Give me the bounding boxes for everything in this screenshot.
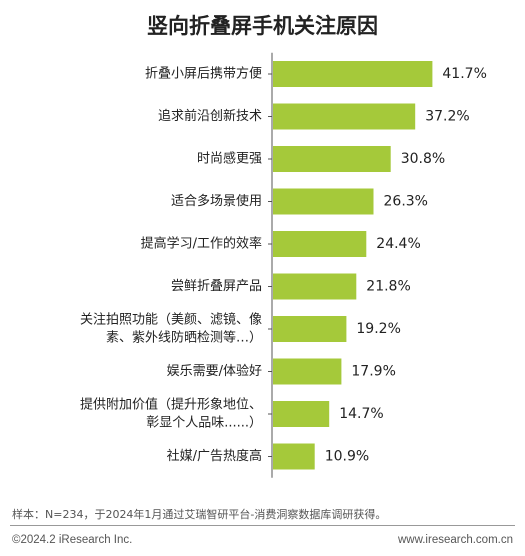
category-label: 尝鲜折叠屏产品 [171,279,262,294]
bar [273,103,416,130]
bar-value-label: 19.2% [356,321,400,337]
category-label: 折叠小屏后携带方便 [145,66,262,82]
sample-note: 样本：N=234，于2024年1月通过艾瑞智研平台-消费洞察数据库调研获得。 [12,508,387,521]
bar [273,188,374,215]
category-label: 适合多场景使用 [171,193,262,209]
bar [273,61,433,87]
bar-value-label: 24.4% [376,236,420,252]
bar-value-label: 17.9% [351,364,395,380]
bar [273,358,342,385]
bar-value-label: 14.7% [339,406,383,422]
site-url: www.iresearch.com.cn [397,534,513,546]
bar-value-label: 26.3% [384,194,428,210]
category-label: 彰显个人品味......） [146,415,262,431]
category-label: 社媒/广告热度高 [167,448,262,464]
category-label: 时尚感更强 [197,151,262,167]
bar-chart: 41.7% 折叠小屏后携带方便 37.2% 追求前沿创新技术 30.8% 时尚感更强 26.… [80,52,487,478]
category-label: 提供附加价值（提升形象地位、 [80,397,262,413]
chart-title: 竖向折叠屏手机关注原因 [147,14,378,38]
bar-value-label: 21.8% [366,279,410,295]
bar-value-label: 41.7% [442,66,486,82]
category-label: 素、紫外线防晒检测等…） [106,330,262,346]
bar [273,273,357,300]
bar [273,443,315,470]
category-label: 娱乐需要/体验好 [167,363,262,379]
bar [273,146,391,172]
footer-divider [10,525,515,526]
bar-value-label: 37.2% [425,109,469,125]
bar [273,401,330,427]
bar-value-label: 10.9% [325,449,369,465]
bar-value-label: 30.8% [401,151,445,167]
bar [273,231,367,257]
copyright-text: ©2024.2 iResearch Inc. [12,534,133,546]
category-label: 关注拍照功能（美颜、滤镜、像 [80,312,262,328]
bar [273,316,347,342]
category-label: 提高学习/工作的效率 [141,236,262,252]
category-label: 追求前沿创新技术 [158,108,262,124]
